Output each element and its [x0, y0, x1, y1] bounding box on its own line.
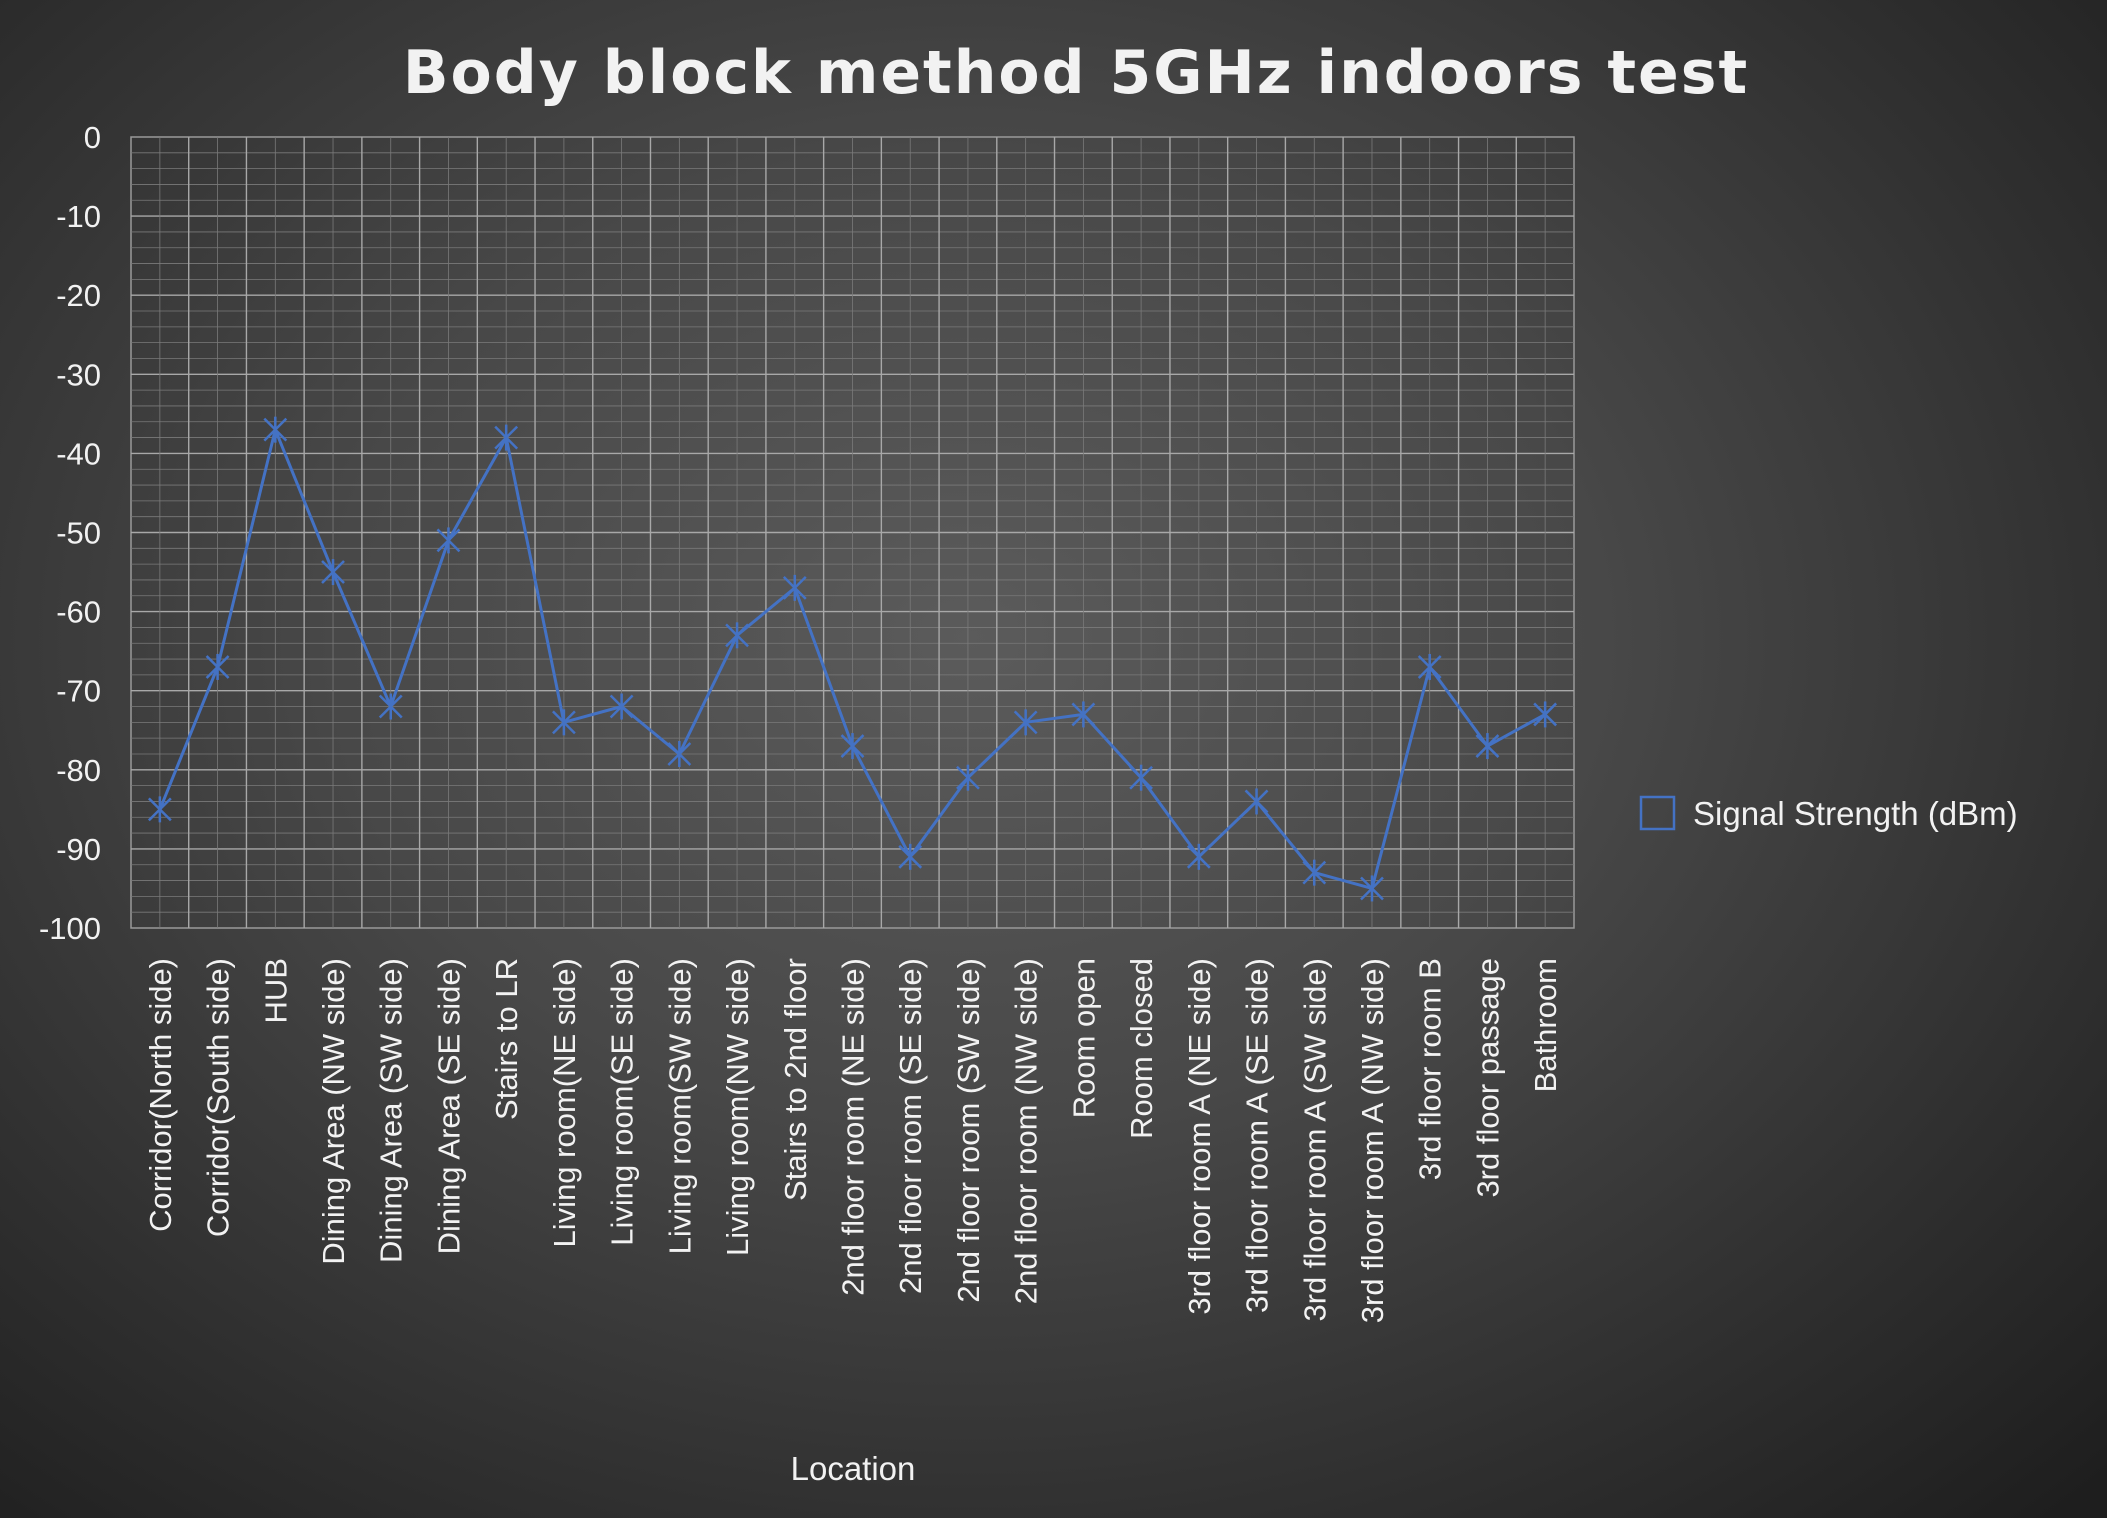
x-category-label: Room open: [1066, 958, 1101, 1118]
data-point-marker: [378, 693, 403, 720]
y-tick-label: -30: [56, 357, 101, 392]
x-category-label: Living room(SE side): [605, 958, 640, 1246]
x-category-label: 2nd floor room (NE side): [836, 958, 871, 1296]
data-point-marker: [494, 424, 519, 451]
y-tick-label: -90: [56, 832, 101, 867]
x-category-label: Living room(NW side): [720, 958, 755, 1256]
x-category-label: 3rd floor room A (NW side): [1355, 958, 1390, 1323]
y-tick-label: -60: [56, 595, 101, 630]
data-point-marker: [263, 416, 288, 443]
y-tick-label: -100: [39, 911, 101, 946]
legend: Signal Strength (dBm): [1639, 795, 2018, 832]
x-category-label: Bathroom: [1528, 958, 1563, 1092]
data-point-marker: [1533, 701, 1558, 728]
data-point-marker: [898, 843, 923, 870]
y-tick-label: -40: [56, 436, 101, 471]
y-tick-label: -10: [56, 199, 101, 234]
data-point-marker: [725, 622, 749, 649]
y-tick-label: -80: [56, 753, 101, 788]
x-category-label: Corridor(North side): [143, 958, 178, 1232]
x-category-label: 3rd floor room A (SE side): [1240, 958, 1275, 1313]
x-category-label: Room closed: [1124, 958, 1159, 1139]
x-axis-categories: Corridor(North side) Corridor(South side)…: [143, 958, 1563, 1323]
x-category-label: 3rd floor room B: [1413, 958, 1448, 1180]
x-category-label: Corridor(South side): [201, 958, 236, 1237]
data-point-marker: [147, 796, 172, 823]
x-category-label: 2nd floor room (SE side): [893, 958, 928, 1294]
data-point-marker: [1186, 843, 1211, 870]
data-point-marker: [552, 709, 576, 736]
x-category-label: 3rd floor room A (NE side): [1182, 958, 1217, 1315]
x-category-label: Stairs to LR: [489, 958, 524, 1120]
y-tick-label: 0: [84, 120, 101, 155]
y-tick-label: -20: [56, 278, 101, 313]
x-category-label: 2nd floor room (SW side): [951, 958, 986, 1303]
data-point-marker: [1475, 733, 1500, 760]
x-category-label: Living room(NE side): [547, 958, 582, 1247]
x-category-label: Living room(SW side): [662, 958, 697, 1254]
data-point-marker: [956, 764, 980, 791]
data-point-marker: [321, 559, 345, 586]
x-category-label: Dining Area (SW side): [374, 958, 409, 1263]
x-axis-title: Location: [791, 1450, 916, 1487]
data-point-marker: [840, 733, 865, 760]
y-tick-label: -70: [56, 674, 101, 709]
data-point-marker: [1129, 764, 1153, 791]
x-category-label: HUB: [258, 958, 293, 1023]
data-point-marker: [609, 693, 634, 720]
x-category-label: 3rd floor room A (SW side): [1297, 958, 1332, 1322]
x-category-label: Dining Area (SE side): [431, 958, 466, 1254]
y-axis-ticks: 0 -10 -20 -30 -40 -50 -60 -70 -80 -90 -100: [39, 120, 101, 946]
legend-swatch: [1639, 795, 1676, 831]
legend-label: Signal Strength (dBm): [1693, 795, 2018, 832]
data-point-marker: [1244, 788, 1269, 815]
data-point-marker: [667, 740, 692, 767]
data-point-marker: [436, 527, 461, 554]
data-point-marker: [1013, 709, 1038, 736]
y-tick-label: -50: [56, 516, 101, 551]
x-category-label: 3rd floor passage: [1470, 958, 1505, 1198]
x-category-label: Dining Area (NW side): [316, 958, 351, 1265]
data-point-marker: [1417, 653, 1442, 680]
chart-title: Body block method 5GHz indoors test: [403, 38, 1749, 108]
data-point-marker: [205, 653, 230, 680]
series-layer: [147, 416, 1558, 902]
data-point-marker: [782, 574, 807, 601]
gridlines: [130, 136, 1575, 929]
data-point-marker: [1302, 859, 1327, 886]
x-category-label: 2nd floor room (NW side): [1009, 958, 1044, 1304]
data-point-marker: [1071, 701, 1096, 728]
x-category-label: Stairs to 2nd floor: [778, 958, 813, 1201]
data-point-marker: [1360, 875, 1384, 902]
